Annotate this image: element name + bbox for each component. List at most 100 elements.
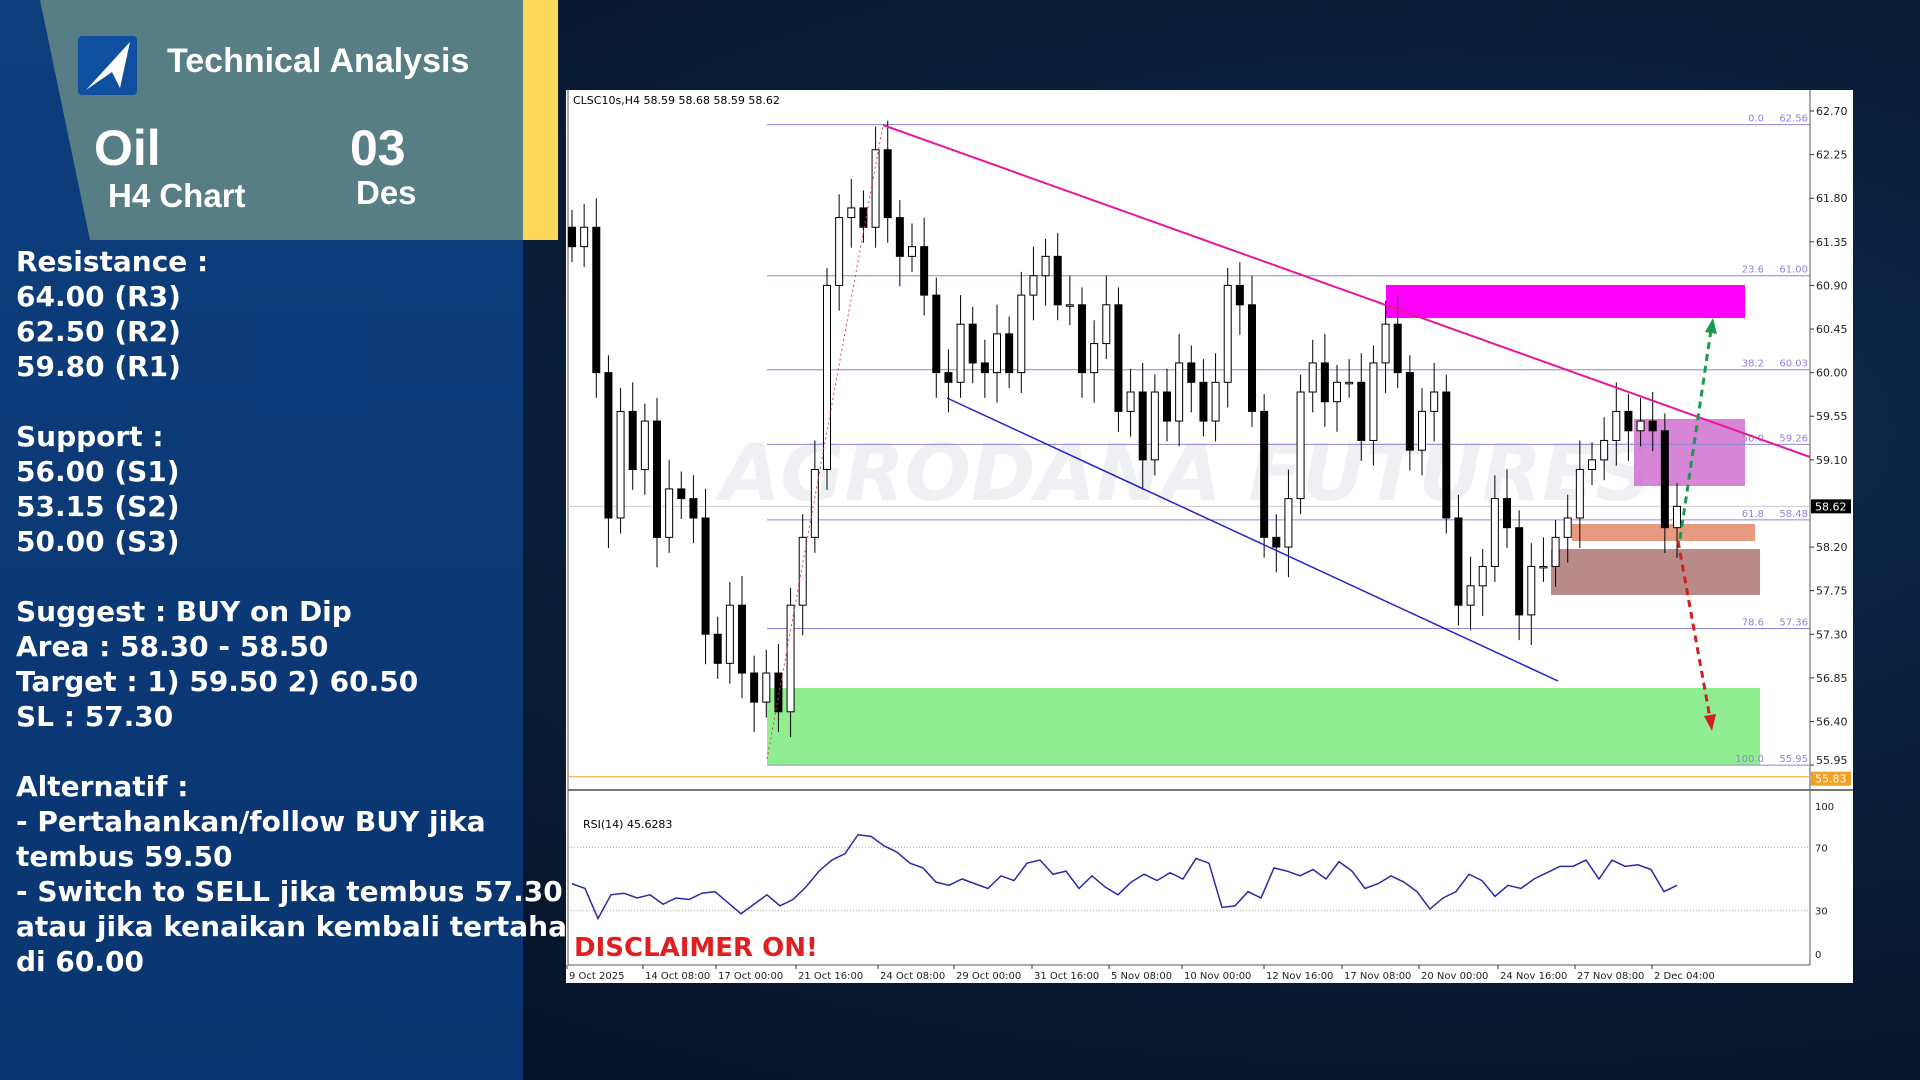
candle-body xyxy=(1065,304,1074,307)
candle-body xyxy=(1248,304,1256,412)
x-tick-label: 21 Oct 16:00 xyxy=(798,971,863,982)
candle-body xyxy=(1005,333,1014,374)
candle-body xyxy=(859,207,868,228)
candle-body xyxy=(1211,381,1220,422)
candle-body xyxy=(628,410,637,471)
candle-body xyxy=(725,604,734,664)
candle-body xyxy=(1539,565,1548,569)
channel-line xyxy=(946,397,1559,682)
x-tick-label: 14 Oct 08:00 xyxy=(645,971,710,982)
candle-body xyxy=(823,284,831,471)
resistance-heading: Resistance : xyxy=(16,245,209,278)
logo-icon xyxy=(78,36,137,95)
candle-body xyxy=(895,217,904,257)
candle-body xyxy=(1503,498,1511,529)
candle-body xyxy=(1673,505,1681,529)
candle-body xyxy=(908,246,916,257)
fib-price: 62.56 xyxy=(1779,114,1808,125)
candle-body xyxy=(1333,381,1341,403)
y-tick-label: 62.70 xyxy=(1816,105,1848,118)
candle-body xyxy=(1478,565,1487,587)
rsi-label: RSI(14) 45.6283 xyxy=(583,818,672,831)
candle-body xyxy=(944,372,953,383)
candle-body xyxy=(1260,410,1269,538)
x-tick-label: 17 Oct 00:00 xyxy=(718,971,783,982)
rsi-level-label: 70 xyxy=(1815,843,1828,854)
alternative-line: atau jika kenaikan kembali tertahan xyxy=(16,910,587,943)
rsi-level-label: 0 xyxy=(1815,950,1821,961)
support-heading: Support : xyxy=(16,420,164,453)
candle-body xyxy=(1272,536,1281,548)
candle-body xyxy=(1138,391,1147,461)
candle-body xyxy=(810,469,819,538)
candle-body xyxy=(1660,430,1669,529)
candle-body xyxy=(1320,362,1329,403)
alternative-line: tembus 59.50 xyxy=(16,840,233,873)
date-month: Des xyxy=(356,174,417,211)
target-text: Target : 1) 59.50 2) 60.50 xyxy=(16,665,419,698)
candle-body xyxy=(1490,498,1499,567)
y-tick-label: 56.40 xyxy=(1816,715,1848,728)
candle-body xyxy=(1600,439,1609,461)
fib-level: 38.2 xyxy=(1742,359,1764,370)
downtrend-line xyxy=(882,124,1811,458)
y-tick-label: 58.20 xyxy=(1816,541,1848,554)
candle-body xyxy=(1029,275,1038,296)
symbol-info: CLSC10s,H4 58.59 58.68 58.59 58.62 xyxy=(573,94,780,107)
candle-body xyxy=(568,226,576,248)
candle-body xyxy=(786,604,795,713)
candle-body xyxy=(1393,323,1402,374)
accent-strip xyxy=(523,0,558,240)
candle-body xyxy=(750,672,759,703)
candle-body xyxy=(653,420,661,538)
zone-box xyxy=(767,688,1760,765)
y-tick-label: 60.90 xyxy=(1816,279,1848,292)
timeframe-label: H4 Chart xyxy=(108,177,246,214)
y-tick-label: 59.10 xyxy=(1816,454,1848,467)
x-tick-label: 20 Nov 00:00 xyxy=(1421,971,1488,982)
candle-body xyxy=(798,536,807,606)
candle-body xyxy=(1588,459,1596,471)
analysis-notes: Resistance :64.00 (R3) 62.50 (R2) 59.80 (R… xyxy=(16,244,587,979)
instrument-label: Oil xyxy=(94,120,161,176)
fib-price: 60.03 xyxy=(1779,359,1808,370)
candle-body xyxy=(592,226,601,374)
zone-box xyxy=(1386,285,1745,318)
header-title: Technical Analysis xyxy=(167,42,470,80)
candle-body xyxy=(1284,498,1293,548)
candle-body xyxy=(1624,410,1633,432)
candle-body xyxy=(665,488,674,538)
candle-body xyxy=(1199,381,1208,422)
x-tick-label: 10 Nov 00:00 xyxy=(1184,971,1251,982)
alternative-line: di 60.00 xyxy=(16,945,144,978)
candle-body xyxy=(1041,255,1050,277)
candle-body xyxy=(689,498,698,519)
candle-body xyxy=(1114,304,1123,412)
candle-body xyxy=(920,246,929,296)
x-tick-label: 27 Nov 08:00 xyxy=(1577,971,1644,982)
fib-level: 0.0 xyxy=(1748,114,1764,125)
x-tick-label: 31 Oct 16:00 xyxy=(1034,971,1099,982)
alternative-heading: Alternatif : xyxy=(16,770,189,803)
rsi-level-label: 100 xyxy=(1815,802,1834,813)
candle-body xyxy=(1551,536,1560,567)
candle-body xyxy=(1636,420,1645,432)
candle-body xyxy=(1175,362,1184,422)
candle-body xyxy=(640,420,649,471)
candle-body xyxy=(1575,469,1584,519)
fib-price: 55.95 xyxy=(1779,754,1808,765)
candle-body xyxy=(713,633,722,664)
disclaimer: DISCLAIMER ON! xyxy=(574,933,818,963)
date-day: 03 xyxy=(350,120,406,176)
x-tick-label: 29 Oct 00:00 xyxy=(956,971,1021,982)
support-s3: 50.00 (S3) xyxy=(16,525,180,558)
y-tick-label: 60.00 xyxy=(1816,367,1848,380)
candle-body xyxy=(1430,391,1439,412)
y-tick-label: 57.75 xyxy=(1816,585,1848,598)
current-price-tag xyxy=(1811,499,1851,514)
bullish-arrowhead xyxy=(1705,318,1717,334)
x-tick-label: 12 Nov 16:00 xyxy=(1266,971,1333,982)
stoploss-text: SL : 57.30 xyxy=(16,700,174,733)
x-tick-label: 5 Nov 08:00 xyxy=(1111,971,1172,982)
